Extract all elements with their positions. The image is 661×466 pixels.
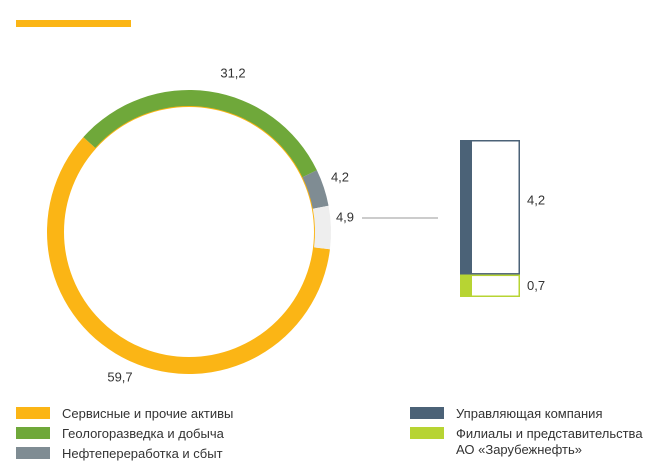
legend-swatch: [16, 427, 50, 439]
accent-bar: [16, 20, 131, 27]
legend-label: Филиалы и представительства АО «Зарубежн…: [456, 426, 643, 457]
legend-swatch: [410, 407, 444, 419]
donut-segment: [46, 137, 330, 374]
data-label: 0,7: [527, 278, 545, 293]
donut-segment: [302, 170, 329, 209]
legend-swatch: [16, 447, 50, 459]
legend: Сервисные и прочие активы Геологоразведка…: [16, 406, 346, 466]
data-label: 4,9: [336, 209, 354, 224]
data-label: 4,2: [527, 193, 545, 208]
donut-segment: [312, 205, 331, 250]
legend-label: Сервисные и прочие активы: [62, 406, 234, 421]
legend-item: Геологоразведка и добыча: [16, 426, 346, 442]
legend-item: Филиалы и представительства АО «Зарубежн…: [410, 426, 660, 458]
legend-swatch: [410, 427, 444, 439]
inner-ring: [62, 105, 316, 359]
data-label: 31,2: [220, 65, 245, 80]
legend-item: Сервисные и прочие активы: [16, 406, 346, 422]
legend-swatch: [16, 407, 50, 419]
legend-label: Управляющая компания: [456, 406, 603, 421]
legend: Управляющая компания Филиалы и представит…: [410, 406, 660, 462]
bar-segment-strip: [460, 140, 472, 275]
donut-segment: [83, 90, 317, 178]
data-label: 4,2: [331, 169, 349, 184]
legend-label: Геологоразведка и добыча: [62, 426, 224, 441]
data-label: 59,7: [107, 369, 132, 384]
legend-label: Нефтепереработка и сбыт: [62, 446, 223, 461]
legend-item: Управляющая компания: [410, 406, 660, 422]
bar-segment-strip: [460, 274, 472, 297]
legend-item: Нефтепереработка и сбыт: [16, 446, 346, 462]
